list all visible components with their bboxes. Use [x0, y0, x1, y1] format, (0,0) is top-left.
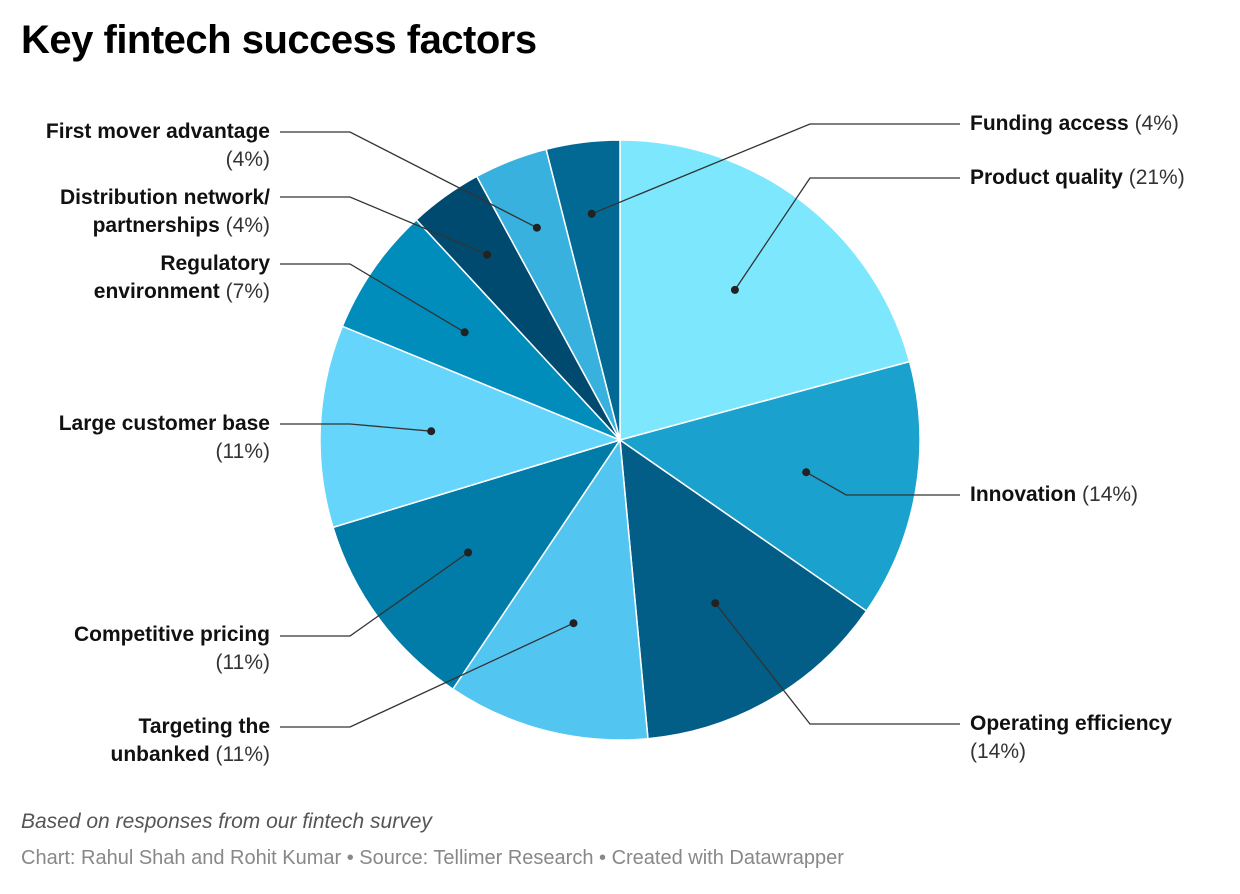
leader-line [280, 196, 488, 256]
leader-dot [464, 548, 473, 557]
label-large-customer-base: Large customer base (11%) [58, 412, 270, 463]
label-product-quality: Product quality (21%) [970, 166, 1185, 189]
label-targeting-unbanked: Targeting the unbanked (11%) [110, 715, 271, 766]
leader-line [280, 423, 432, 432]
leader-line [805, 471, 960, 496]
pie-slices [319, 139, 921, 741]
leader-line [591, 123, 960, 215]
leader-line [280, 622, 574, 728]
leader-dot [532, 223, 541, 232]
chart-title: Key fintech success factors [21, 18, 537, 62]
leader-dot [711, 599, 720, 608]
label-first-mover: First mover advantage (4%) [45, 120, 270, 171]
pie-slice-competitive-pricing [332, 438, 622, 691]
footer-note: Based on responses from our fintech surv… [21, 810, 432, 833]
leader-line [734, 177, 960, 291]
pie-slice-targeting-the-unbanked [451, 437, 649, 741]
leader-dot [730, 285, 739, 294]
label-competitive-pricing: Competitive pricing (11%) [73, 623, 270, 674]
leader-line [280, 551, 469, 637]
leader-dot [569, 619, 578, 628]
leader-line [280, 131, 538, 229]
leader-lines [280, 123, 960, 728]
pie-slice-operating-efficiency [619, 438, 868, 740]
leader-dot [802, 468, 811, 477]
footer-credit: Chart: Rahul Shah and Rohit Kumar • Sour… [21, 847, 844, 869]
label-operating-efficiency: Operating efficiency (14%) [970, 712, 1172, 763]
pie-slice-large-customer-base [319, 325, 623, 529]
leader-line [714, 602, 960, 725]
label-funding-access: Funding access (4%) [970, 112, 1179, 135]
leader-dot [587, 209, 596, 218]
leader-dot [427, 427, 436, 436]
label-regulatory-environment: Regulatory environment (7%) [93, 252, 270, 303]
pie-slice-innovation [618, 360, 921, 613]
leader-dot [460, 328, 469, 337]
pie-slice-product-quality [619, 139, 911, 441]
label-distribution-network: Distribution network/ partnerships (4%) [60, 186, 270, 237]
label-innovation: Innovation (14%) [970, 483, 1139, 506]
leader-line [280, 263, 466, 333]
pie-slice-funding-access [545, 139, 621, 441]
leader-dot [483, 250, 492, 259]
